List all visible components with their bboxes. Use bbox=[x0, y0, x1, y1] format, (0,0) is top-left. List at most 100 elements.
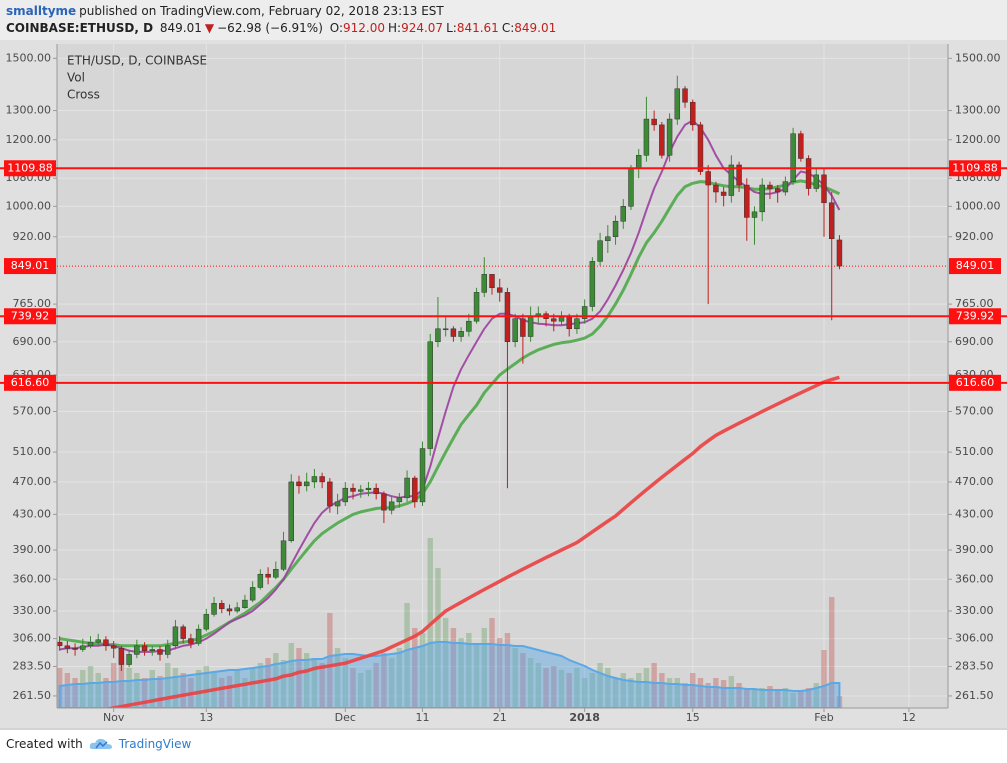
ohlc-key: C: bbox=[501, 21, 515, 35]
y-tick-label: 470.00 bbox=[955, 475, 994, 488]
change: −62.98 (−6.91%) bbox=[217, 21, 323, 35]
y-tick-label: 1500.00 bbox=[6, 51, 52, 64]
volume-bar bbox=[450, 628, 457, 708]
y-tick-label: 360.00 bbox=[955, 572, 994, 585]
candle-body bbox=[666, 118, 673, 156]
candle-body bbox=[782, 181, 789, 193]
y-tick-label: 1200.00 bbox=[6, 133, 52, 146]
y-tick-label: 690.00 bbox=[13, 335, 52, 348]
candle-body bbox=[829, 202, 835, 239]
y-tick-label: 510.00 bbox=[13, 445, 52, 458]
volume-bar bbox=[149, 670, 155, 708]
candle-body bbox=[774, 188, 781, 193]
candle-body bbox=[574, 318, 580, 330]
candle-body bbox=[396, 497, 403, 503]
y-tick-label: 920.00 bbox=[13, 230, 52, 243]
candle-body bbox=[134, 645, 140, 655]
candle-body bbox=[149, 649, 155, 651]
candle-body bbox=[334, 501, 341, 507]
y-tick-label: 765.00 bbox=[955, 297, 994, 310]
price-tag-label: 616.60 bbox=[956, 376, 995, 389]
y-tick-label: 306.00 bbox=[13, 632, 52, 645]
volume-bar bbox=[805, 688, 812, 708]
candle-body bbox=[103, 639, 109, 647]
volume-bar bbox=[442, 618, 449, 708]
volume-bar bbox=[682, 683, 688, 708]
y-tick-label: 261.50 bbox=[955, 689, 994, 702]
candle-body bbox=[273, 568, 279, 578]
candle-body bbox=[628, 167, 634, 207]
volume-bar bbox=[566, 673, 572, 708]
published: published on TradingView.com, February 0… bbox=[79, 4, 444, 18]
volume-bar bbox=[265, 658, 271, 708]
volume-bar bbox=[466, 633, 472, 708]
volume-bar bbox=[635, 673, 642, 708]
volume-bar bbox=[628, 678, 634, 708]
price-tag-label: 1109.88 bbox=[952, 161, 998, 174]
ohlc-value: 849.01 bbox=[514, 21, 557, 35]
candle-body bbox=[458, 331, 464, 337]
price-tag bbox=[4, 374, 56, 391]
candle-body bbox=[744, 184, 750, 218]
x-tick-label: 12 bbox=[902, 711, 916, 724]
ohlc-key: L: bbox=[446, 21, 457, 35]
candle-body bbox=[697, 124, 704, 172]
volume-bar bbox=[195, 670, 202, 708]
y-tick-label: 1000.00 bbox=[6, 199, 52, 212]
candle-body bbox=[821, 174, 827, 203]
author[interactable]: smalltyme bbox=[6, 4, 77, 18]
y-tick-label: 1300.00 bbox=[6, 104, 52, 117]
volume-bar bbox=[713, 678, 719, 708]
candle-body bbox=[180, 626, 186, 639]
ohlc-key: O: bbox=[329, 21, 343, 35]
volume-bar bbox=[419, 633, 426, 708]
volume-bar bbox=[157, 676, 163, 708]
candles bbox=[57, 75, 843, 671]
candle-body bbox=[296, 481, 302, 487]
candle-body bbox=[496, 287, 503, 293]
header-line-1: smalltyme published on TradingView.com, F… bbox=[6, 4, 447, 18]
y-tick-label: 1300.00 bbox=[955, 104, 1001, 117]
volume-bar bbox=[80, 670, 86, 708]
volume-bar bbox=[690, 673, 696, 708]
candle-body bbox=[234, 607, 240, 612]
candle-body bbox=[57, 641, 63, 647]
volume-bar bbox=[597, 663, 603, 708]
y-tick-label: 330.00 bbox=[13, 604, 52, 617]
candle-body bbox=[736, 164, 742, 186]
volume-bar bbox=[643, 668, 650, 708]
y-tick-label: 570.00 bbox=[955, 405, 994, 418]
brand[interactable]: TradingView bbox=[118, 737, 192, 751]
candle-body bbox=[188, 638, 194, 644]
volume-bar bbox=[280, 660, 287, 708]
candle-body bbox=[257, 573, 264, 588]
volume-bar bbox=[612, 678, 619, 708]
y-tick-label: 1200.00 bbox=[955, 133, 1001, 146]
candle-body bbox=[435, 328, 441, 343]
volume-bar bbox=[558, 670, 565, 708]
ohlc-key: H: bbox=[388, 21, 402, 35]
volume-bar bbox=[435, 568, 441, 708]
volume-bar bbox=[473, 643, 480, 708]
price-tag-label: 849.01 bbox=[11, 259, 50, 272]
candle-body bbox=[118, 647, 125, 665]
y-tick-label: 283.50 bbox=[955, 659, 994, 672]
candle-body bbox=[249, 587, 256, 601]
candle-body bbox=[759, 184, 765, 213]
volume-bar bbox=[659, 673, 665, 708]
symbol: COINBASE:ETHUSD, D bbox=[6, 21, 154, 35]
y-tick-label: 690.00 bbox=[955, 335, 994, 348]
volume-bar bbox=[180, 673, 186, 708]
candle-body bbox=[303, 481, 310, 487]
volume-bar bbox=[535, 663, 542, 708]
volume-bar bbox=[489, 618, 495, 708]
price-tag bbox=[949, 374, 1001, 391]
candle-body bbox=[473, 292, 480, 322]
volume-bar bbox=[110, 663, 117, 708]
candle-body bbox=[674, 88, 681, 120]
candle-body bbox=[651, 118, 657, 126]
last-price: 849.01 bbox=[159, 21, 202, 35]
candle-body bbox=[195, 628, 202, 644]
change-arrow: ▼ bbox=[204, 21, 215, 35]
candle-body bbox=[813, 174, 820, 189]
